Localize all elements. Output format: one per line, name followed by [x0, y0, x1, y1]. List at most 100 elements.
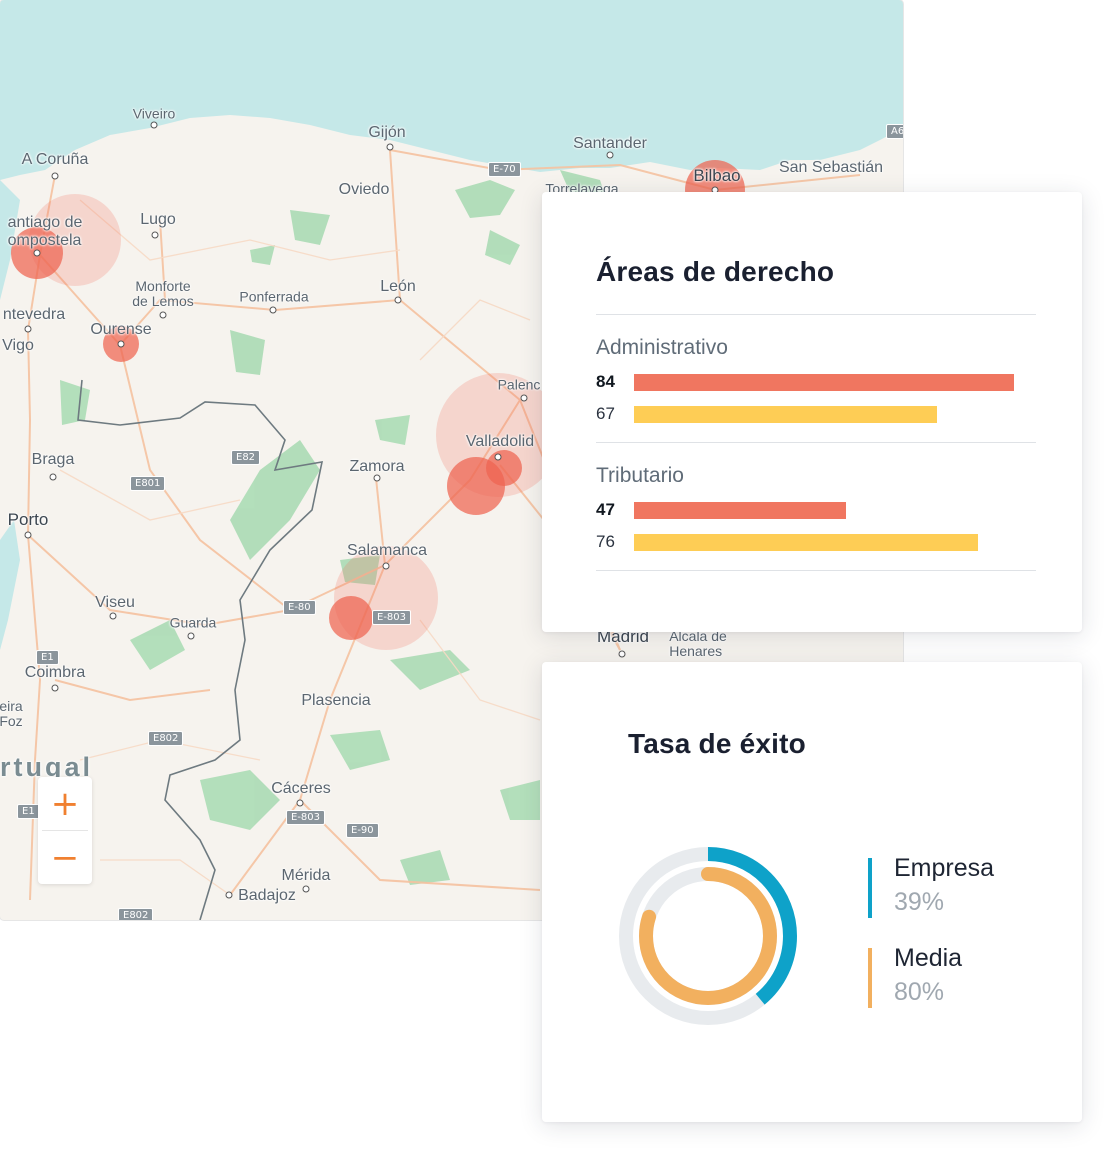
city-label: Viseu: [95, 594, 135, 611]
bar: [634, 502, 847, 519]
city-label: Bilbao: [693, 166, 741, 185]
city-label: Ponferrada: [239, 288, 309, 305]
city-marker: [24, 531, 32, 539]
road-shield: E-90: [346, 823, 379, 838]
city-label: Badajoz: [238, 887, 296, 904]
city-marker: [225, 891, 233, 899]
city-marker: [151, 231, 159, 239]
city-label: Plasencia: [301, 692, 371, 709]
success-rate-card: Tasa de éxito Empresa 39% Media 80%: [542, 662, 1082, 1122]
bar: [634, 534, 978, 551]
city-label: Zamora: [349, 458, 405, 475]
donut-arc-empresa: [619, 847, 797, 1025]
city-label: ntevedra: [2, 306, 66, 323]
road-shield: E1: [36, 650, 59, 665]
city-marker: [394, 296, 402, 304]
city-label: antiago de ompostela: [7, 214, 83, 249]
bar-value: 76: [596, 532, 615, 551]
minus-icon: −: [50, 837, 80, 878]
map-bubble[interactable]: [329, 596, 373, 640]
city-marker: [302, 885, 310, 893]
zoom-control: + −: [38, 777, 92, 884]
road-shield: E802: [118, 908, 154, 920]
city-marker: [269, 306, 277, 314]
city-label: Cáceres: [271, 780, 331, 797]
group-label-administrativo: Administrativo: [596, 336, 728, 359]
city-label: Salamanca: [346, 542, 428, 559]
city-label: Gijón: [368, 124, 406, 141]
legend-stripe: [868, 858, 872, 918]
city-label: Santander: [573, 135, 647, 152]
divider: [596, 570, 1036, 571]
legend-percent: 39%: [894, 888, 945, 916]
road-shield: A6: [886, 124, 903, 139]
city-label: eira Foz: [0, 698, 23, 729]
zoom-out-button[interactable]: −: [38, 831, 92, 884]
bar-value: 84: [596, 372, 615, 391]
city-marker: [494, 453, 502, 461]
city-marker: [386, 143, 394, 151]
road-shield: E82: [231, 450, 261, 465]
map-bubble[interactable]: [486, 450, 522, 486]
city-marker: [117, 340, 125, 348]
city-label: Viveiro: [132, 105, 176, 122]
city-label: Monforte de Lemos: [132, 278, 194, 309]
city-marker: [51, 172, 59, 180]
road-shield: E-803: [372, 610, 412, 625]
city-label: Valladolid: [465, 433, 535, 450]
road-shield: E1: [17, 804, 40, 819]
donut-arc-media: [639, 867, 777, 1005]
road-shield: E801: [130, 476, 166, 491]
city-label: Braga: [31, 451, 75, 468]
city-marker: [520, 394, 528, 402]
city-label: San Sebastián: [778, 159, 884, 176]
legend-stripe: [868, 948, 872, 1008]
road-shield: E-803: [286, 810, 326, 825]
city-marker: [51, 684, 59, 692]
city-label: Alcala de Henares: [669, 628, 727, 659]
areas-card-title: Áreas de derecho: [596, 256, 835, 287]
city-marker: [150, 121, 158, 129]
city-marker: [382, 562, 390, 570]
city-label: Guarda: [169, 614, 217, 631]
city-marker: [49, 473, 57, 481]
city-marker: [296, 799, 304, 807]
city-label: Ourense: [90, 321, 152, 338]
bar: [634, 406, 937, 423]
divider: [596, 314, 1036, 315]
city-marker: [618, 650, 626, 658]
city-label: Porto: [7, 510, 49, 529]
road-shield: E-70: [488, 162, 521, 177]
city-marker: [606, 151, 614, 159]
group-label-tributario: Tributario: [596, 464, 684, 487]
road-shield: E802: [148, 731, 184, 746]
city-label: Palenc: [497, 376, 541, 393]
city-label: Vigo: [2, 337, 34, 354]
legend-percent: 80%: [894, 978, 945, 1006]
city-label: Coimbra: [24, 664, 86, 681]
bar-value: 67: [596, 404, 615, 423]
plus-icon: +: [50, 783, 80, 824]
areas-card: Áreas de derecho Administrativo 84 67 Tr…: [542, 192, 1082, 632]
city-marker: [187, 632, 195, 640]
city-label: Mérida: [281, 867, 331, 884]
divider: [596, 442, 1036, 443]
road-shield: E-80: [283, 600, 316, 615]
city-marker: [33, 249, 41, 257]
city-marker: [109, 612, 117, 620]
city-label: León: [380, 278, 416, 295]
bar-value: 47: [596, 500, 615, 519]
success-rate-title: Tasa de éxito: [628, 728, 806, 759]
city-marker: [24, 325, 32, 333]
bar: [634, 374, 1014, 391]
zoom-divider: [42, 830, 88, 831]
legend-label: Empresa: [894, 854, 995, 882]
legend-label: Media: [894, 944, 963, 972]
city-marker: [159, 311, 167, 319]
city-label: Lugo: [140, 211, 176, 228]
city-label: A Coruña: [21, 151, 89, 168]
donut-chart: [619, 847, 797, 1025]
city-marker: [373, 474, 381, 482]
zoom-in-button[interactable]: +: [38, 777, 92, 830]
city-label: Oviedo: [338, 181, 390, 198]
